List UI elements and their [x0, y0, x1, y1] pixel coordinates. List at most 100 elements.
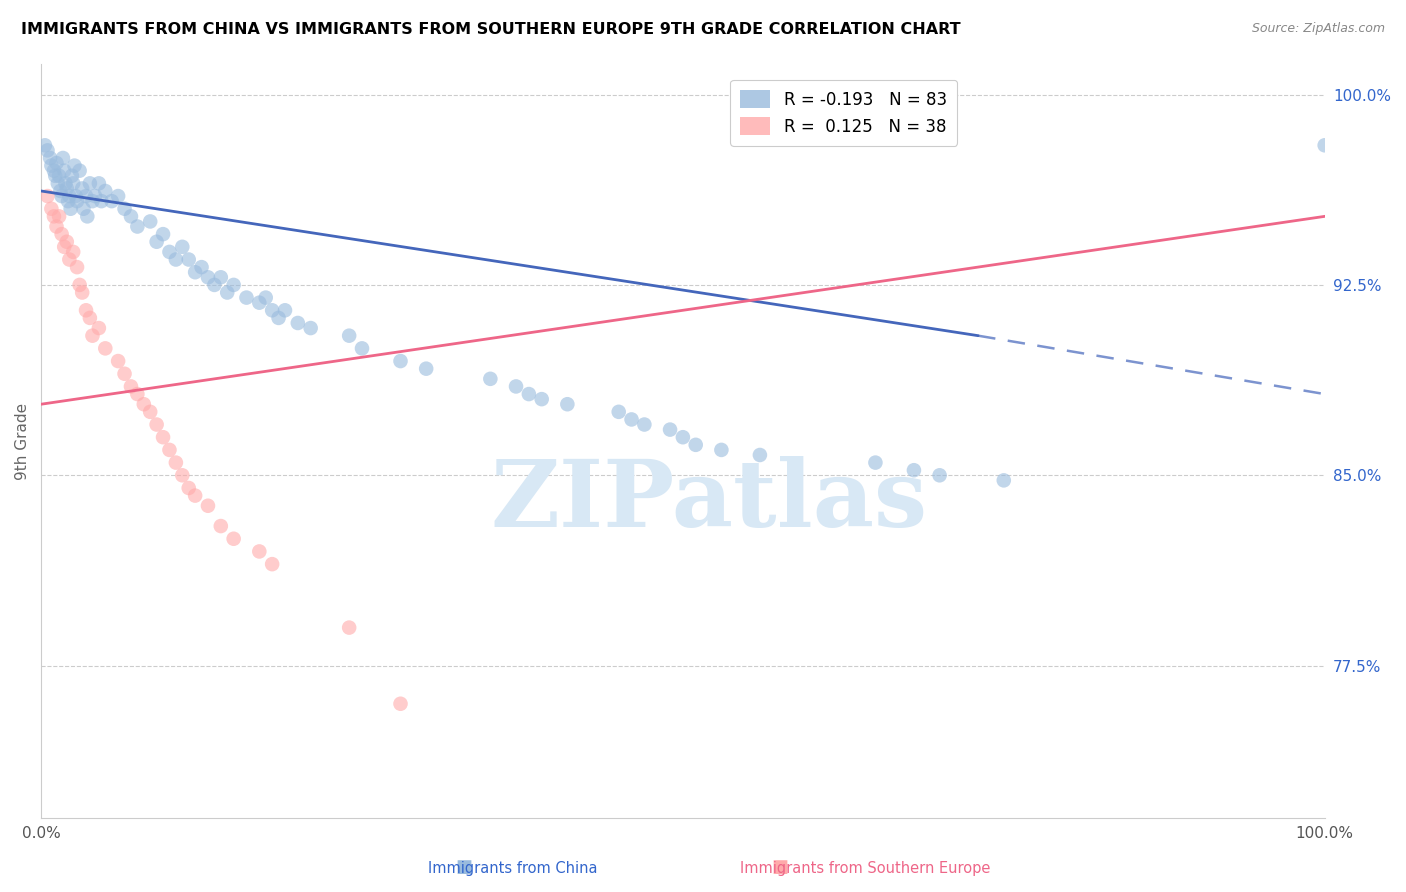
Point — [287, 316, 309, 330]
Point — [197, 270, 219, 285]
Point — [152, 227, 174, 241]
Point — [172, 240, 194, 254]
Point — [159, 442, 181, 457]
Point — [254, 291, 277, 305]
Point — [159, 244, 181, 259]
Point — [165, 456, 187, 470]
Point — [350, 342, 373, 356]
Point — [45, 156, 67, 170]
Point — [152, 430, 174, 444]
Point — [53, 163, 76, 178]
Point — [45, 219, 67, 234]
Point — [177, 252, 200, 267]
Point — [53, 240, 76, 254]
Point — [993, 474, 1015, 488]
Point — [55, 181, 77, 195]
Point — [42, 163, 65, 178]
Point — [557, 397, 579, 411]
Point — [46, 177, 69, 191]
Point — [84, 189, 107, 203]
Point — [100, 194, 122, 208]
Point — [94, 184, 117, 198]
Y-axis label: 9th Grade: 9th Grade — [15, 402, 30, 480]
Point — [107, 189, 129, 203]
Point — [37, 144, 59, 158]
Point — [82, 328, 104, 343]
Point — [70, 285, 93, 300]
Point — [748, 448, 770, 462]
Point — [120, 210, 142, 224]
Point — [55, 177, 77, 191]
Point — [34, 138, 56, 153]
Point — [72, 202, 94, 216]
Point — [37, 189, 59, 203]
Point — [48, 169, 70, 183]
Point — [235, 291, 257, 305]
Point — [70, 181, 93, 195]
Point — [262, 303, 284, 318]
Point — [107, 354, 129, 368]
Point — [127, 219, 149, 234]
Point — [247, 295, 270, 310]
Point — [75, 303, 97, 318]
Point — [52, 151, 75, 165]
Point — [184, 265, 207, 279]
Legend: R = -0.193   N = 83, R =  0.125   N = 38: R = -0.193 N = 83, R = 0.125 N = 38 — [731, 80, 957, 145]
Point — [66, 260, 89, 274]
Point — [139, 214, 162, 228]
Point — [62, 244, 84, 259]
Point — [60, 169, 83, 183]
Point — [42, 210, 65, 224]
Point — [79, 177, 101, 191]
Text: Immigrants from China: Immigrants from China — [429, 861, 598, 876]
Point — [607, 405, 630, 419]
Point — [415, 361, 437, 376]
Point — [79, 310, 101, 325]
Point — [63, 159, 86, 173]
Text: Immigrants from Southern Europe: Immigrants from Southern Europe — [740, 861, 990, 876]
Text: ■: ■ — [456, 858, 472, 876]
Point — [389, 697, 412, 711]
Point — [337, 328, 360, 343]
Point — [49, 184, 72, 198]
Point — [120, 379, 142, 393]
Point — [51, 189, 73, 203]
Text: Source: ZipAtlas.com: Source: ZipAtlas.com — [1251, 22, 1385, 36]
Point — [505, 379, 527, 393]
Point — [94, 342, 117, 356]
Point — [90, 194, 112, 208]
Point — [928, 468, 950, 483]
Point — [389, 354, 412, 368]
Point — [217, 285, 239, 300]
Point — [479, 372, 502, 386]
Text: IMMIGRANTS FROM CHINA VS IMMIGRANTS FROM SOUTHERN EUROPE 9TH GRADE CORRELATION C: IMMIGRANTS FROM CHINA VS IMMIGRANTS FROM… — [21, 22, 960, 37]
Point — [139, 405, 162, 419]
Point — [299, 321, 322, 335]
Point — [222, 277, 245, 292]
Point — [58, 252, 80, 267]
Point — [56, 194, 79, 208]
Text: ■: ■ — [772, 858, 789, 876]
Point — [82, 194, 104, 208]
Point — [114, 367, 136, 381]
Point — [48, 210, 70, 224]
Point — [177, 481, 200, 495]
Point — [76, 210, 98, 224]
Point — [59, 202, 82, 216]
Point — [197, 499, 219, 513]
Point — [633, 417, 655, 432]
Point — [865, 456, 887, 470]
Point — [75, 189, 97, 203]
Point — [66, 194, 89, 208]
Point — [87, 321, 110, 335]
Point — [202, 277, 225, 292]
Point — [127, 387, 149, 401]
Point — [39, 151, 62, 165]
Point — [184, 489, 207, 503]
Point — [87, 177, 110, 191]
Point — [659, 423, 682, 437]
Point — [710, 442, 733, 457]
Point — [337, 621, 360, 635]
Point — [267, 310, 290, 325]
Point — [672, 430, 695, 444]
